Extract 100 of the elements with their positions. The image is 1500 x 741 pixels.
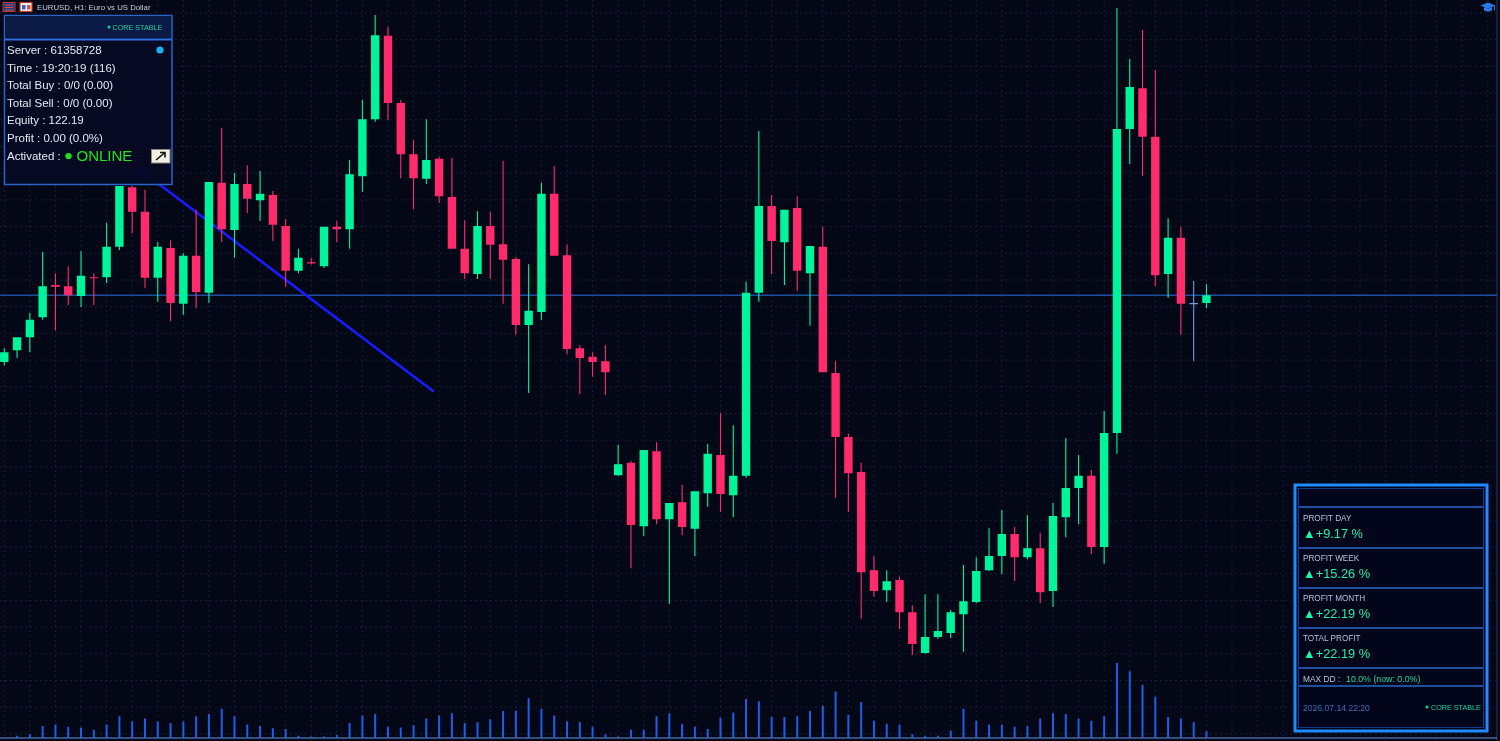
candlestick	[409, 139, 418, 210]
candlestick	[230, 172, 239, 258]
candlestick	[1023, 515, 1032, 560]
bar	[975, 720, 978, 738]
bar	[553, 715, 556, 738]
bar	[220, 708, 223, 738]
candlestick	[115, 185, 124, 250]
bar	[67, 726, 70, 738]
bar	[745, 699, 748, 738]
bar	[911, 734, 914, 738]
bar	[438, 715, 441, 738]
bar	[655, 716, 658, 738]
bar	[719, 717, 722, 738]
bar	[527, 698, 530, 738]
bar	[566, 721, 569, 738]
candlestick	[652, 442, 661, 525]
bar	[885, 723, 888, 738]
candlestick	[0, 348, 9, 366]
bar	[412, 725, 415, 738]
bar	[1026, 726, 1029, 738]
candlestick	[767, 194, 776, 274]
candlestick	[805, 246, 815, 326]
candlestick	[869, 556, 879, 597]
candlestick	[665, 502, 674, 604]
bar	[28, 734, 31, 738]
bar	[361, 715, 364, 738]
candlestick	[626, 460, 636, 569]
candlestick	[38, 251, 47, 320]
candlestick	[76, 251, 86, 307]
annotation: Server : 61358728	[7, 44, 102, 56]
bar	[629, 729, 632, 738]
bar	[335, 735, 338, 738]
bar	[1192, 722, 1195, 738]
candlestick	[294, 248, 303, 274]
candlestick	[716, 413, 725, 513]
bar	[872, 720, 875, 738]
text: MAX DD :	[1303, 674, 1341, 684]
bar	[476, 722, 479, 738]
candlestick	[179, 253, 188, 315]
bar	[1077, 718, 1080, 738]
bar	[642, 729, 645, 738]
bar	[233, 716, 236, 738]
bar	[514, 711, 517, 738]
annotation: Total Sell : 0/0 (0.00)	[7, 96, 113, 109]
candlestick	[1010, 526, 1019, 582]
bar	[1141, 684, 1144, 738]
bar	[1064, 714, 1067, 738]
bar	[693, 726, 696, 738]
bar	[540, 708, 543, 738]
candlestick	[780, 209, 789, 285]
bar	[246, 724, 249, 738]
text: ▲+9.17 %	[1303, 525, 1363, 541]
bar	[1128, 671, 1131, 738]
bar	[604, 734, 607, 738]
bar	[821, 705, 824, 738]
bar	[834, 691, 837, 738]
candlestick	[703, 444, 712, 507]
bar	[207, 714, 210, 738]
bar	[425, 718, 428, 738]
bar	[1179, 718, 1182, 738]
bar	[1052, 713, 1054, 738]
bar	[591, 726, 594, 738]
annotation: Total Buy : 0/0 (0.00)	[7, 79, 114, 92]
bar	[374, 714, 377, 738]
bar	[988, 724, 991, 738]
bar	[898, 724, 901, 738]
bar	[169, 723, 172, 738]
candlestick	[1202, 284, 1211, 309]
candlestick	[345, 160, 354, 249]
candlestick	[959, 565, 968, 652]
text: 10.0% (now: 0.0%)	[1346, 674, 1421, 684]
bar	[578, 722, 581, 738]
bar	[399, 727, 402, 738]
bar	[1115, 663, 1118, 738]
candlestick	[588, 352, 597, 377]
bar	[41, 726, 44, 738]
candlestick	[946, 609, 955, 639]
text: TOTAL PROFIT	[1303, 634, 1361, 643]
bar	[143, 718, 146, 738]
candlestick	[831, 361, 840, 498]
bar	[1103, 716, 1106, 738]
candlestick	[601, 345, 610, 395]
annotation: ONLINE	[76, 147, 133, 165]
bar	[962, 708, 965, 738]
bar	[271, 728, 274, 738]
annotation: Activated :	[7, 149, 61, 162]
bar	[732, 712, 735, 738]
text: PROFIT DAY	[1303, 514, 1352, 523]
bar	[847, 714, 850, 738]
bar	[1000, 724, 1003, 738]
bar	[92, 729, 95, 738]
candlestick	[537, 182, 546, 320]
bar	[1205, 731, 1208, 738]
candlestick	[1151, 70, 1160, 287]
candlestick	[358, 99, 367, 192]
candlestick	[1138, 30, 1147, 177]
annotation: Equity : 122.19	[7, 114, 84, 127]
bar	[668, 713, 671, 738]
bar	[284, 729, 287, 738]
bar	[860, 702, 863, 738]
